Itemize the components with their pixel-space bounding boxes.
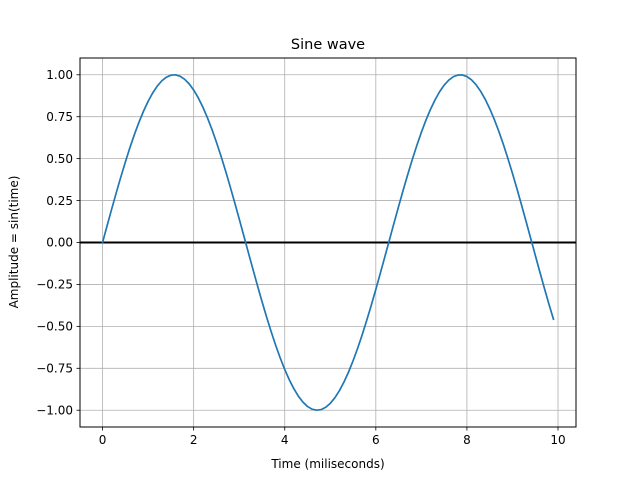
series-layer: [101, 73, 555, 412]
y-tick-label: 0.00: [46, 236, 73, 250]
x-tick-label: 0: [99, 433, 107, 447]
y-tick-label: −0.25: [36, 278, 73, 292]
y-tick-label: 1.00: [46, 68, 73, 82]
x-axis-label: Time (miliseconds): [270, 457, 384, 471]
x-tick-label: 10: [550, 433, 565, 447]
y-axis-label: Amplitude = sin(time): [7, 176, 21, 309]
chart-title: Sine wave: [291, 37, 365, 53]
y-tick-label: 0.50: [46, 152, 73, 166]
x-tick-label: 6: [372, 433, 380, 447]
x-tick-label: 2: [190, 433, 198, 447]
x-tick-label: 8: [463, 433, 471, 447]
y-tick-label: −1.00: [36, 403, 73, 417]
y-axis-ticks: −1.00 −0.75 −0.50 −0.25 0.00 0.25 0.50 0.75 1.00: [36, 68, 80, 417]
sine-series-line: [101, 73, 555, 412]
x-axis-ticks: 0 2 4 6 8 10: [99, 427, 566, 447]
y-tick-label: −0.75: [36, 361, 73, 375]
y-tick-label: 0.75: [46, 110, 73, 124]
y-tick-label: 0.25: [46, 194, 73, 208]
x-tick-label: 4: [281, 433, 289, 447]
y-tick-label: −0.50: [36, 320, 73, 334]
